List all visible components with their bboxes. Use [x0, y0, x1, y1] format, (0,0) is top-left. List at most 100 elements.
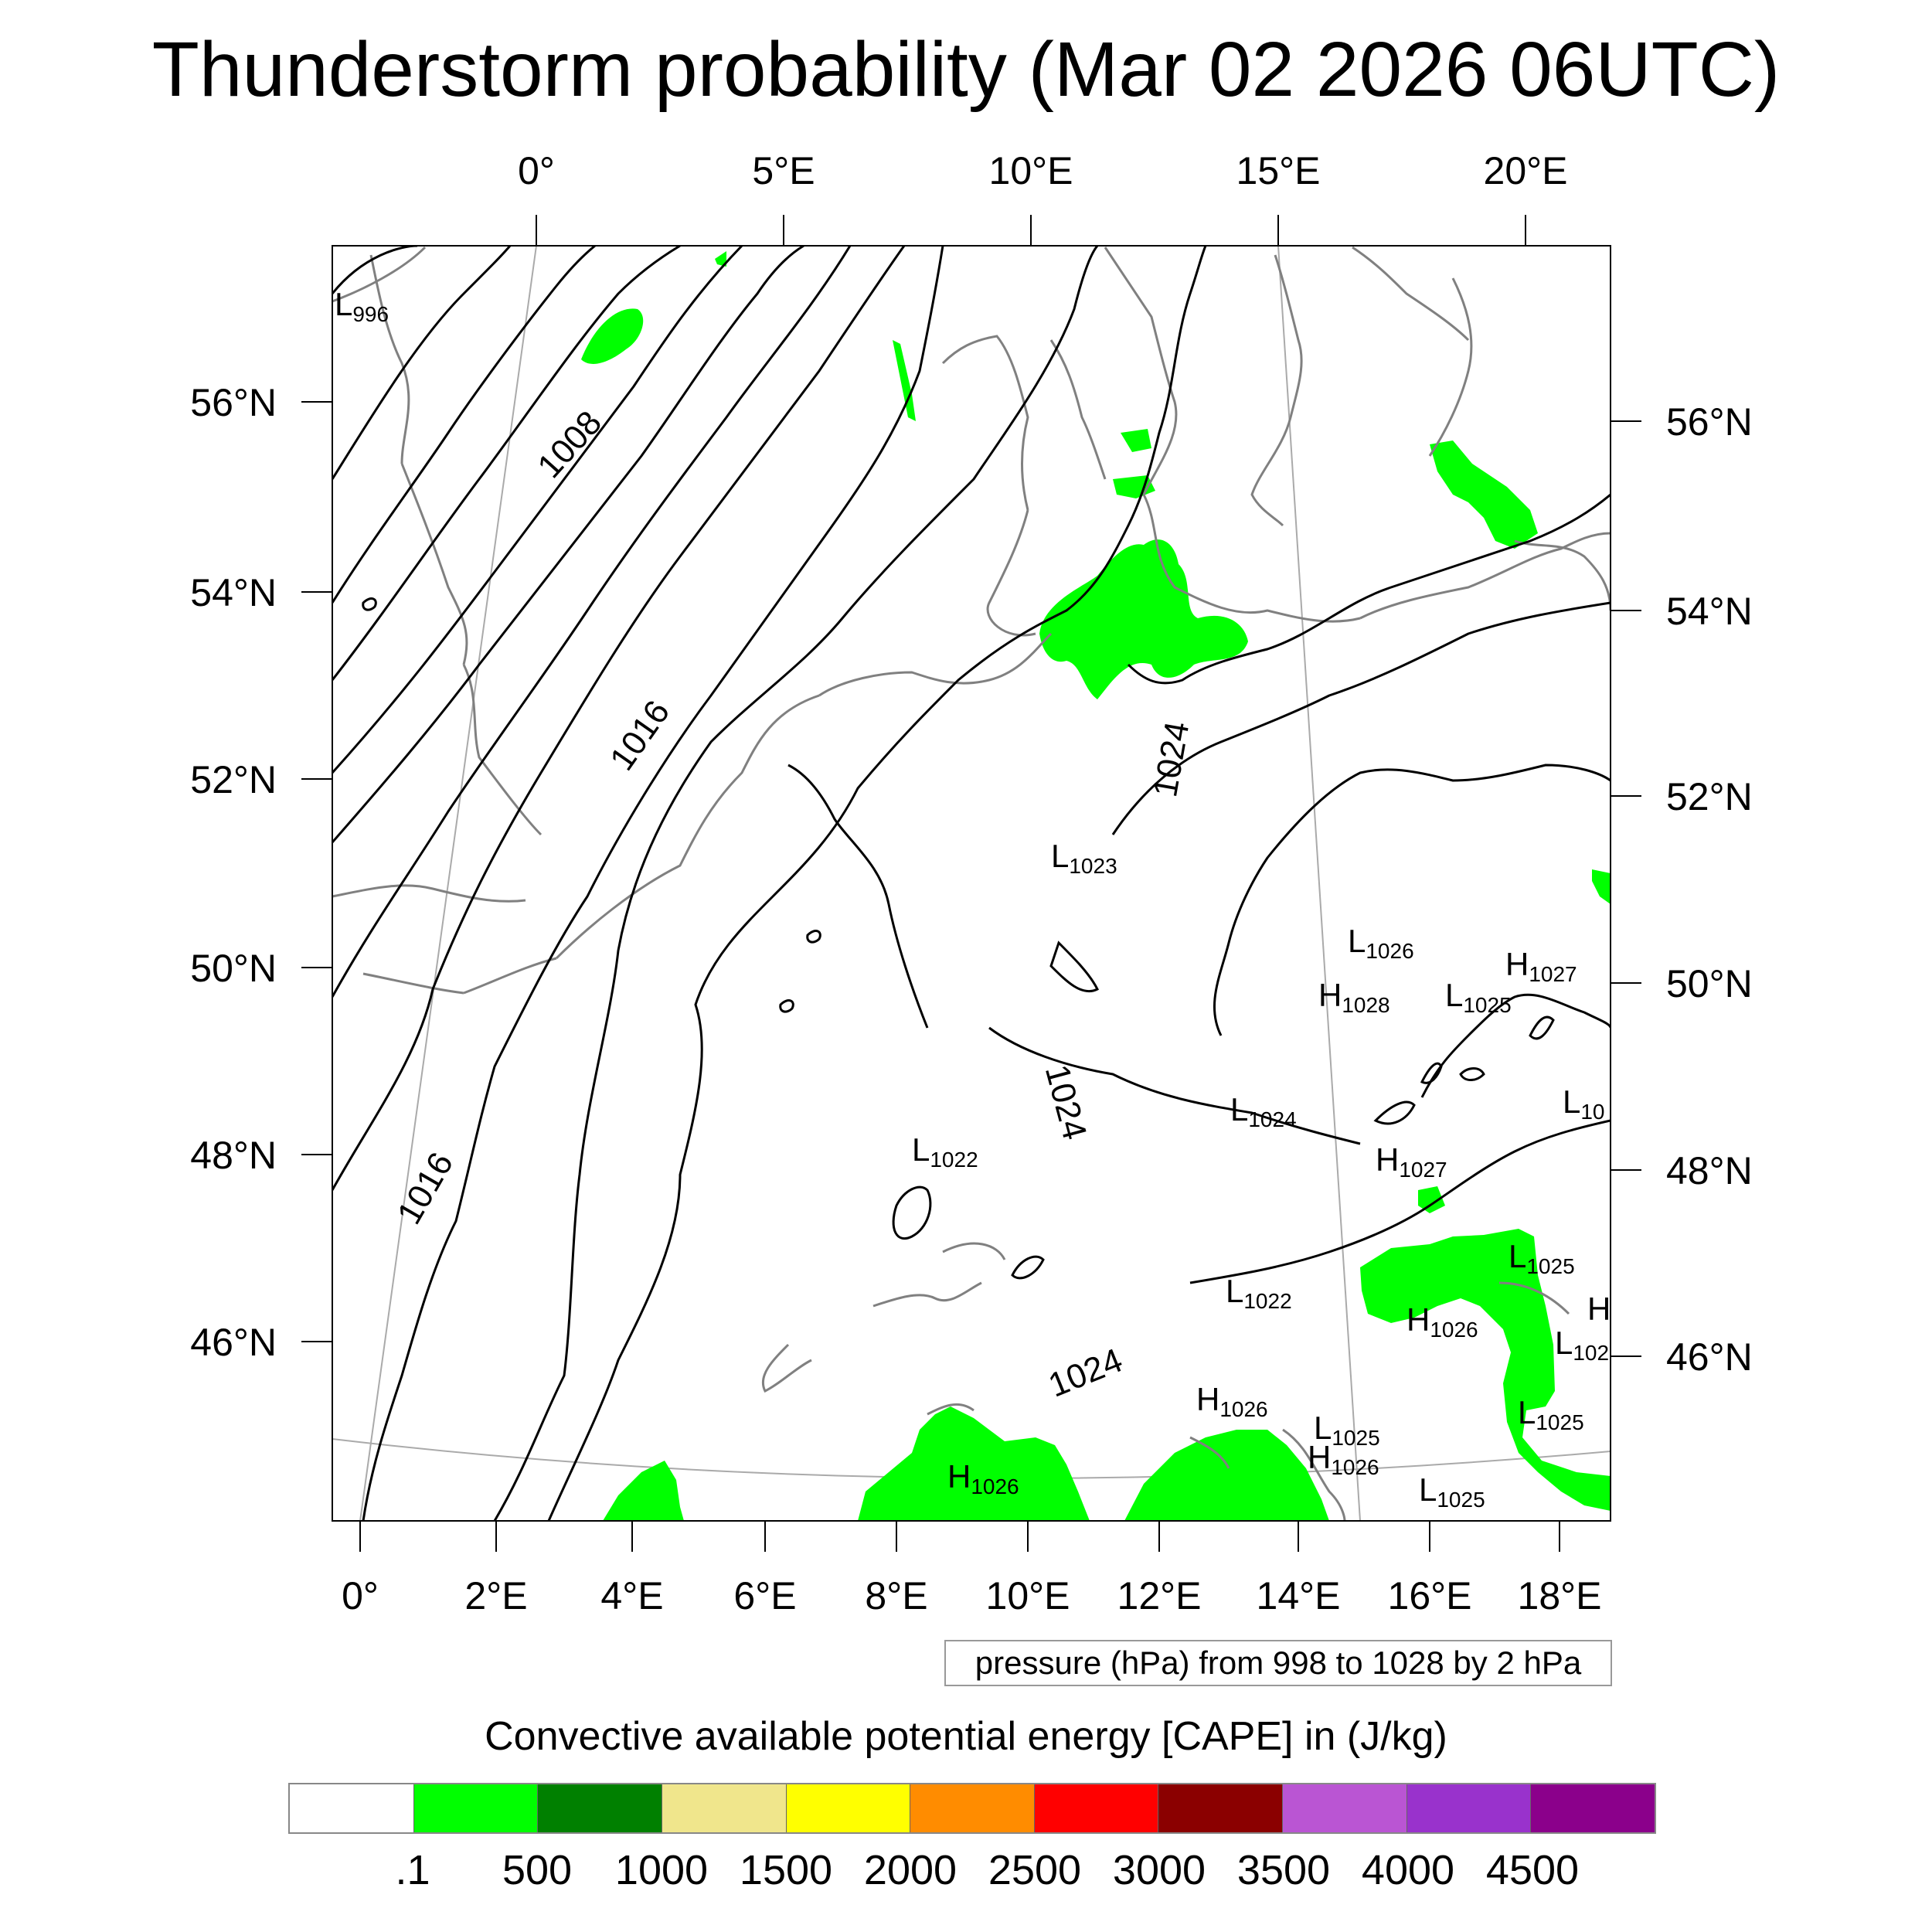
pressure-center-type: L [1518, 1394, 1536, 1430]
pressure-center-value: 1026 [971, 1475, 1019, 1498]
plot-frame [332, 245, 1611, 1522]
pressure-center: H1026 [1308, 1439, 1379, 1479]
bottom-lon-label: 14°E [1257, 1574, 1341, 1617]
cape-area-slovakia [1418, 1186, 1445, 1213]
page-title: Thunderstorm probability (Mar 02 2026 06… [151, 26, 1781, 113]
right-lat-label: 48°N [1666, 1149, 1753, 1192]
pressure-center-type: L [1314, 1410, 1332, 1446]
pressure-center: H1026 [1196, 1381, 1268, 1421]
pressure-center-value: 1024 [1248, 1107, 1296, 1131]
pressure-center: H1028 [1318, 977, 1390, 1017]
pressure-center-value: 1025 [1536, 1410, 1583, 1434]
colorbar-box [1531, 1784, 1655, 1832]
colorbar-box [1406, 1784, 1532, 1832]
colorbar-label: 4500 [1485, 1847, 1580, 1893]
pressure-center-value: 1026 [1331, 1455, 1379, 1479]
colorbar-label: 3000 [1112, 1847, 1206, 1893]
bottom-lon-label: 18°E [1518, 1574, 1602, 1617]
pressure-center: L1024 [1230, 1091, 1297, 1131]
pressure-center: L1025 [1314, 1410, 1380, 1450]
bottom-lon-label: 8°E [865, 1574, 927, 1617]
pressure-center-value: 1027 [1529, 962, 1577, 986]
isobar-label: 1024 [1043, 1342, 1128, 1405]
pressure-center-value: 102 [1573, 1341, 1609, 1365]
pressure-center-type: H [1505, 946, 1529, 982]
colorbar-title: Convective available potential energy [C… [485, 1714, 1447, 1759]
left-lat-label: 54°N [190, 571, 277, 614]
pressure-center-value: 1026 [1366, 939, 1413, 963]
colorbar-label: 1500 [739, 1847, 833, 1893]
colorbar-box [910, 1784, 1035, 1832]
pressure-center: L1025 [1419, 1471, 1485, 1512]
left-lat-label: 56°N [190, 381, 277, 424]
right-lat-label: 54°N [1666, 590, 1753, 633]
isobar-label: 1024 [1038, 1061, 1094, 1144]
pressure-center: L1022 [912, 1131, 978, 1172]
colorbar-label: 3500 [1236, 1847, 1331, 1893]
colorbar-box [1283, 1784, 1407, 1832]
cape-area-hungary [1360, 1229, 1611, 1511]
pressure-center-type: L [1563, 1083, 1580, 1120]
bottom-lon-label: 12°E [1117, 1574, 1202, 1617]
bottom-lon-label: 0° [342, 1574, 379, 1617]
pressure-center-value: 1028 [1342, 993, 1389, 1017]
pressure-center: H1026 [947, 1458, 1019, 1498]
colorbar-box [662, 1784, 787, 1832]
top-lon-label: 10°E [989, 149, 1073, 192]
pressure-center-type: H [1308, 1439, 1331, 1475]
left-lat-label: 48°N [190, 1134, 277, 1177]
pressure-center-type: H [1196, 1381, 1219, 1417]
top-lon-label: 20°E [1484, 149, 1568, 192]
pressure-center-type: H [1406, 1301, 1430, 1338]
isobar-labels: 1008 1016 1016 1024 1024 1024 [390, 404, 1197, 1405]
pressure-center: L1025 [1509, 1238, 1575, 1278]
pressure-center-value: 1025 [1463, 993, 1511, 1017]
cape-area-pyrenees [603, 1461, 684, 1521]
pressure-center-type: L [1348, 923, 1366, 959]
isobar-label: 1024 [1146, 719, 1196, 800]
pressure-center-value: 1025 [1332, 1426, 1379, 1450]
pressure-center: L102 [1555, 1325, 1609, 1365]
top-lon-labels: 0° 5°E 10°E 15°E 20°E [518, 149, 1567, 192]
colorbar-box [538, 1784, 662, 1832]
pressure-center: H1026 [1406, 1301, 1478, 1342]
colorbar [288, 1783, 1656, 1834]
pressure-center: H1027 [1376, 1141, 1447, 1182]
pressure-center-value: 996 [352, 302, 389, 326]
pressure-center: L1026 [1348, 923, 1414, 963]
pressure-center-type: H [1376, 1141, 1399, 1178]
bottom-lon-label: 4°E [600, 1574, 663, 1617]
left-lat-labels: 56°N 54°N 52°N 50°N 48°N 46°N [190, 381, 277, 1364]
pressure-center: H [1587, 1291, 1611, 1327]
pressure-center: L1025 [1445, 977, 1512, 1017]
pressure-center-type: L [1419, 1471, 1437, 1508]
cape-area-north-sea [581, 308, 644, 364]
right-lat-label: 50°N [1666, 962, 1753, 1005]
pressure-center: L1022 [1226, 1273, 1292, 1313]
colorbar-label: 1000 [614, 1847, 709, 1893]
left-lat-label: 52°N [190, 758, 277, 801]
pressure-center-value: 1022 [1243, 1289, 1291, 1313]
left-lat-label: 50°N [190, 947, 277, 990]
bottom-lon-label: 16°E [1388, 1574, 1472, 1617]
pressure-center-type: L [335, 286, 352, 322]
cape-area-italy-north [858, 1406, 1090, 1521]
pressure-center: H1027 [1505, 946, 1577, 986]
pressure-center: L996 [335, 286, 389, 326]
pressure-center-value: 1022 [930, 1148, 978, 1172]
pressure-center-type: L [1445, 977, 1463, 1013]
top-lon-label: 0° [518, 149, 555, 192]
colorbar-label: 2500 [988, 1847, 1082, 1893]
isobars [332, 246, 1611, 1521]
coastlines [332, 246, 1611, 1521]
colorbar-box [786, 1784, 911, 1832]
colorbar-box [413, 1784, 539, 1832]
right-lat-label: 52°N [1666, 775, 1753, 818]
colorbar-label: 4000 [1361, 1847, 1455, 1893]
tick-marks [301, 215, 1641, 1552]
pressure-center-value: 1023 [1069, 854, 1117, 878]
right-lat-label: 56°N [1666, 400, 1753, 444]
bottom-lon-label: 2°E [464, 1574, 527, 1617]
isobar-label: 1016 [390, 1146, 461, 1230]
